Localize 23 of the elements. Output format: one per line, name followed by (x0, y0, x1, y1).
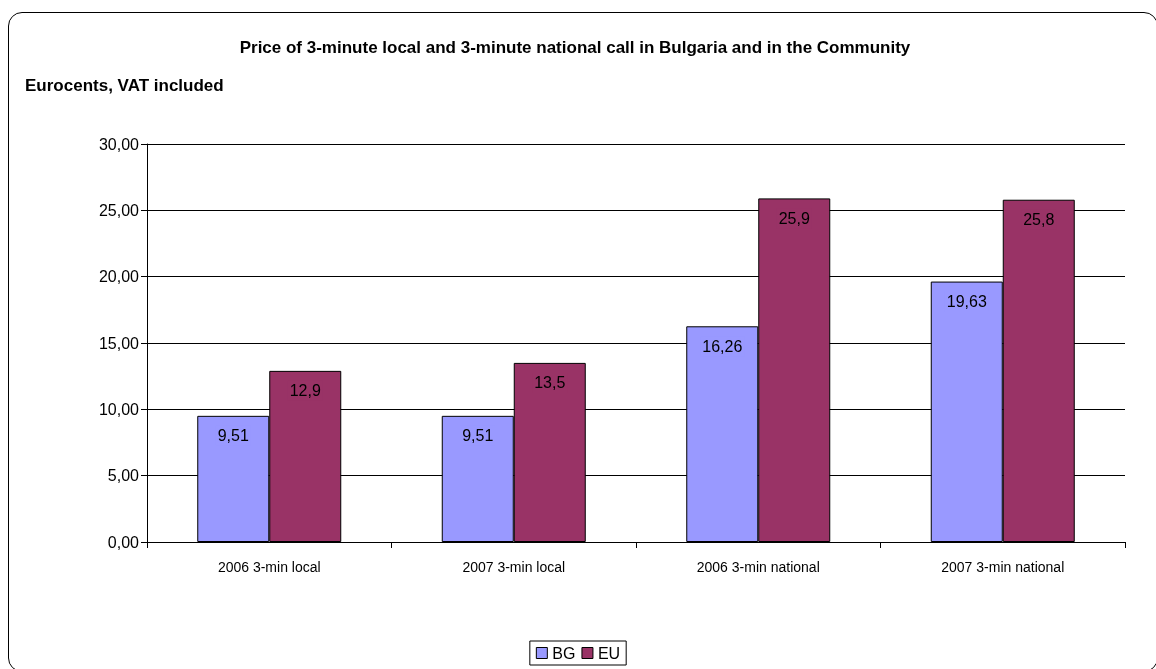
legend-label: EU (597, 644, 621, 662)
data-label: 25,8 (1023, 211, 1055, 229)
x-tick-label: 2006 3-min national (696, 559, 820, 575)
legend-label: BG (552, 644, 576, 662)
y-tick-label: 15,00 (98, 334, 140, 352)
x-tick-label: 2007 3-min local (462, 559, 566, 575)
data-label: 9,51 (462, 427, 494, 445)
data-label: 19,63 (946, 293, 987, 311)
y-tick-label: 20,00 (98, 268, 140, 286)
x-tick-label: 2006 3-min local (217, 559, 321, 575)
data-label: 16,26 (702, 337, 743, 355)
y-tick-label: 5,00 (107, 467, 140, 485)
data-label: 12,9 (289, 382, 321, 400)
x-tick-label: 2007 3-min national (941, 559, 1065, 575)
chart-title: Price of 3-minute local and 3-minute national call in Bulgaria and in the Community (239, 38, 911, 57)
y-tick-label: 10,00 (98, 400, 140, 418)
y-tick-label: 25,00 (98, 201, 140, 219)
data-label: 25,9 (778, 209, 810, 227)
y-tick-label: 0,00 (107, 533, 140, 551)
data-label: 9,51 (217, 427, 249, 445)
chart-subtitle: Eurocents, VAT included (25, 76, 224, 95)
data-label: 13,5 (534, 374, 566, 392)
y-tick-label: 30,00 (98, 135, 140, 153)
